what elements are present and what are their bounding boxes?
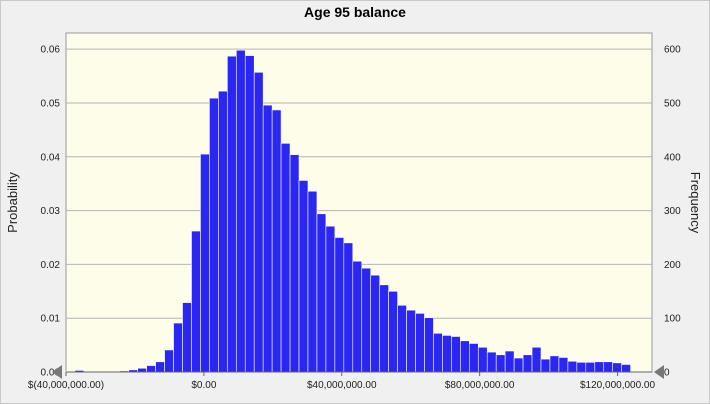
chart-title: Age 95 balance	[304, 4, 406, 20]
x-tick-label: $80,000,000.00	[445, 380, 515, 391]
y-right-axis-title: Frequency	[688, 172, 703, 234]
histogram-bar	[191, 230, 201, 373]
histogram-bar	[477, 346, 488, 373]
histogram-bar	[558, 357, 569, 373]
histogram-bar	[460, 340, 470, 373]
histogram-bar	[182, 302, 192, 373]
histogram-bar	[433, 332, 443, 373]
y-left-tick-label: 0.03	[41, 206, 61, 217]
histogram-bar	[343, 242, 354, 373]
histogram-bar	[603, 361, 614, 373]
histogram-bar	[531, 346, 542, 373]
histogram-bar	[486, 351, 497, 373]
histogram-bar	[289, 154, 300, 373]
histogram-bar	[513, 357, 524, 373]
histogram-bar	[334, 237, 345, 373]
histogram-bar	[549, 355, 560, 373]
histogram-bar	[352, 260, 363, 373]
histogram-bar	[325, 225, 336, 373]
histogram-bar	[585, 362, 596, 373]
histogram-bar	[155, 361, 165, 373]
histogram-bar	[567, 360, 578, 373]
y-right-tick-label: 0	[664, 368, 670, 379]
y-left-tick-label: 0.02	[41, 260, 61, 271]
x-tick-label: $0.00	[191, 380, 216, 391]
histogram-bar	[594, 361, 605, 373]
histogram-bar	[540, 358, 551, 373]
histogram-bar	[397, 304, 407, 373]
histogram-bar	[469, 343, 479, 373]
histogram-bar	[298, 180, 309, 373]
histogram-bar	[442, 335, 452, 373]
histogram-bar	[388, 290, 398, 373]
y-left-tick-label: 0.01	[41, 314, 61, 325]
x-tick-label: $120,000,000.00	[580, 380, 656, 391]
histogram-bar	[370, 274, 380, 373]
y-right-tick-label: 200	[664, 260, 681, 271]
histogram-bar	[522, 354, 533, 373]
histogram-bar	[576, 362, 587, 373]
histogram-bar	[495, 354, 506, 373]
histogram-bar	[173, 322, 183, 373]
y-right-tick-label: 400	[664, 152, 681, 163]
histogram-bar	[235, 49, 246, 373]
histogram-bar	[164, 349, 174, 373]
histogram-bar	[307, 190, 318, 373]
histogram-bar	[218, 90, 228, 373]
histogram-bar	[316, 213, 327, 373]
x-tick-label: $(40,000,000.00)	[28, 380, 104, 391]
histogram-bar	[379, 284, 389, 373]
histogram-bar	[253, 71, 264, 373]
right-range-handle-icon[interactable]	[654, 365, 664, 379]
x-tick-label: $40,000,000.00	[307, 380, 377, 391]
histogram-bar	[504, 350, 515, 373]
histogram-bar	[209, 97, 219, 373]
histogram-bar	[612, 362, 622, 373]
histogram-bar	[451, 336, 461, 373]
y-right-tick-label: 500	[664, 98, 681, 109]
histogram-bar	[415, 313, 425, 373]
histogram-bar	[280, 143, 291, 373]
histogram-bar	[271, 109, 282, 373]
histogram-bar	[621, 364, 631, 373]
histogram-bar	[424, 317, 434, 373]
y-right-tick-label: 100	[664, 314, 681, 325]
y-left-tick-label: 0.05	[41, 98, 61, 109]
y-right-tick-label: 600	[664, 45, 681, 56]
histogram-bar	[406, 309, 416, 373]
y-left-axis-title: Probability	[5, 172, 20, 233]
histogram-bar	[361, 267, 372, 373]
histogram-bar	[262, 104, 273, 373]
y-left-tick-label: 0.06	[41, 45, 61, 56]
histogram-bar	[227, 55, 237, 373]
histogram-bar	[146, 365, 156, 373]
y-right-tick-label: 300	[664, 206, 681, 217]
y-left-tick-label: 0.00	[41, 368, 61, 379]
histogram-bar	[200, 153, 210, 373]
left-range-handle-icon[interactable]	[52, 365, 62, 379]
histogram-bar	[137, 367, 147, 373]
histogram-bar	[244, 55, 255, 373]
y-left-tick-label: 0.04	[41, 152, 61, 163]
